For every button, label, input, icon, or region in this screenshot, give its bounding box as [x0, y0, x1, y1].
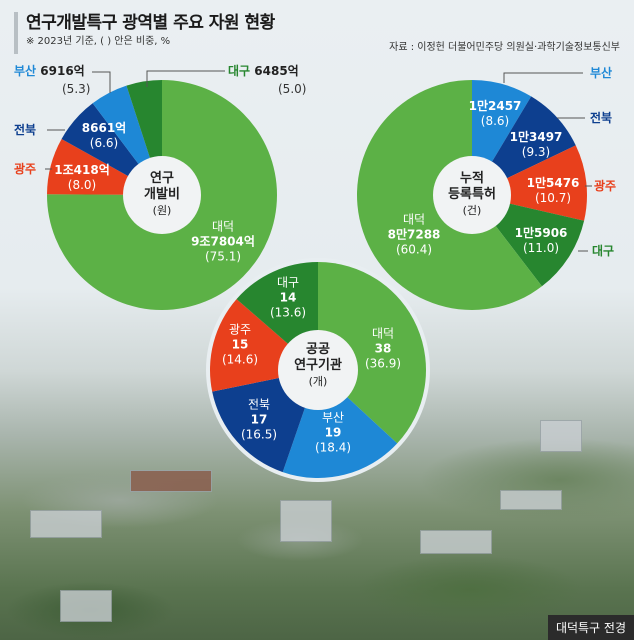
rd-daegu-pct: (5.0): [278, 82, 307, 96]
pat-jeonbuk-region: 전북: [590, 111, 613, 125]
inst-daedeok-value: 대덕 38 (36.9): [364, 326, 402, 371]
inst-donut-hole: [278, 330, 358, 410]
rd-donut: [46, 80, 277, 310]
rd-jeonbuk-region: 전북: [14, 123, 37, 137]
pat-daedeok-value: 대덕 8만7288 (60.4): [387, 212, 441, 257]
pat-gwangju-value: 1만5476 (10.7): [526, 176, 580, 205]
note: ※ 2023년 기준, ( ) 안은 비중, %: [26, 36, 171, 47]
rd-center-title: 연구 개발비 (원): [144, 171, 180, 217]
pat-busan-region: 부산: [590, 66, 613, 80]
rd-daegu-label: 대구 6485억: [228, 64, 299, 78]
inst-daegu-value: 대구 14 (13.6): [269, 275, 307, 320]
rd-donut-hole: [123, 156, 201, 234]
pat-donut-hole: [433, 156, 511, 234]
rd-busan-pct: (5.3): [62, 82, 91, 96]
leader-line-rd-busan: [92, 71, 111, 93]
inst-center-title: 공공 연구기관 (개): [294, 342, 342, 388]
rd-busan-label: 부산 6916억: [14, 64, 85, 78]
leader-line-pat-busan: [503, 72, 583, 83]
inst-donut: [206, 258, 430, 482]
pat-jeonbuk-value: 1만3497 (9.3): [509, 130, 563, 159]
pat-daegu-region: 대구: [592, 244, 615, 258]
rd-jeonbuk-value: 8661억 (6.6): [81, 121, 127, 150]
inst-jeonbuk-value: 전북 17 (16.5): [240, 397, 278, 442]
pat-donut: [356, 80, 587, 311]
inst-slice-대덕: [318, 262, 427, 444]
rd-gwangju-region: 광주: [14, 162, 37, 176]
pat-busan-value: 1만2457 (8.6): [468, 99, 522, 128]
header: 연구개발특구 광역별 주요 자원 현황 ※ 2023년 기준, ( ) 안은 비…: [14, 12, 275, 54]
pat-center-title: 누적 등록특허 (건): [448, 171, 496, 217]
rd-gwangju-value: 1조418억 (8.0): [54, 163, 110, 192]
rd-daedeok-value: 대덕 9조7804억 (75.1): [191, 219, 255, 264]
source: 자료 : 이정헌 더불어민주당 의원실·과학기술정보통신부: [389, 42, 620, 53]
inst-gwangju-value: 광주 15 (14.6): [221, 322, 259, 367]
pat-gwangju-region: 광주: [594, 179, 617, 193]
pat-slice-광주: [472, 145, 587, 221]
photo-caption: 대덕특구 전경: [547, 615, 634, 640]
pat-daegu-value: 1만5906 (11.0): [514, 226, 568, 255]
page-title: 연구개발특구 광역별 주요 자원 현황: [26, 13, 275, 33]
inst-busan-value: 부산 19 (18.4): [314, 410, 352, 455]
leader-line-rd-daegu: [146, 70, 225, 87]
